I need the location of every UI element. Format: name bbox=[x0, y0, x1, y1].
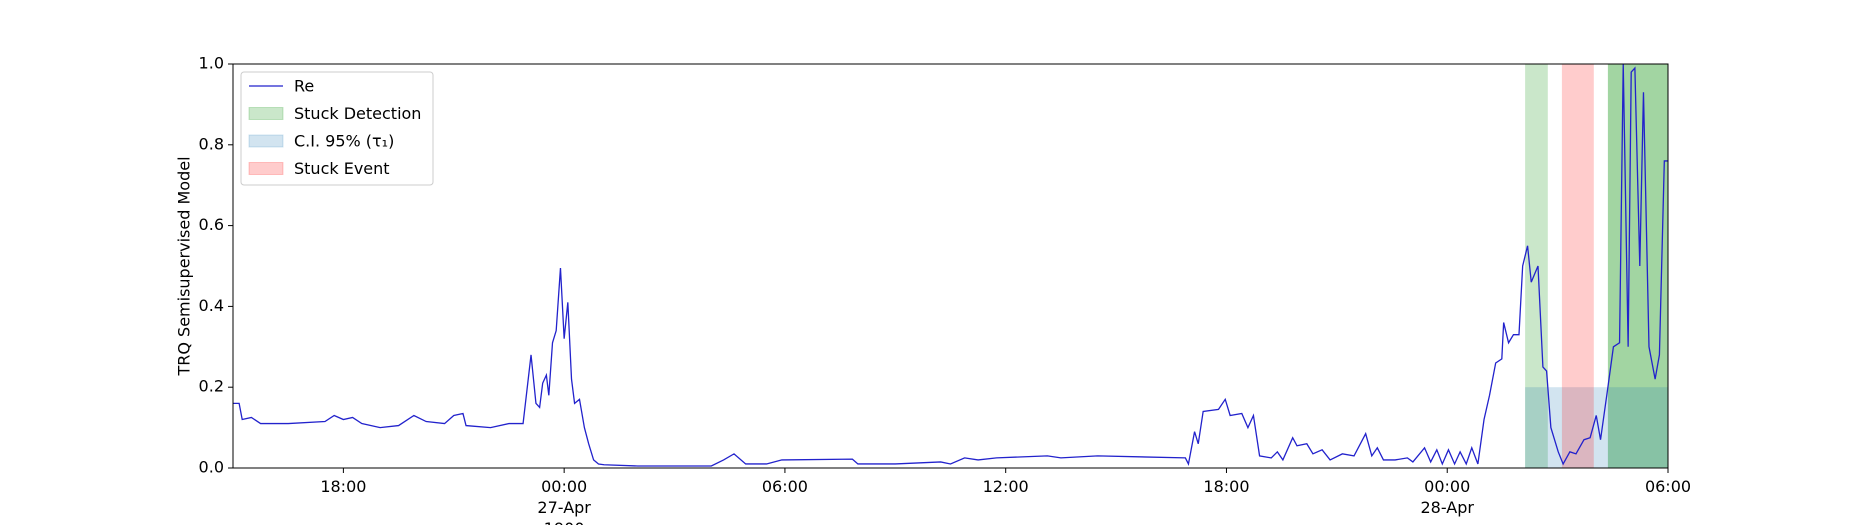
y-tick-label: 0.8 bbox=[199, 134, 224, 153]
legend-patch bbox=[248, 134, 284, 148]
y-axis-label: TRQ Semisupervised Model bbox=[175, 156, 194, 376]
x-tick-label: 00:00 28-Apr bbox=[1420, 477, 1474, 517]
x-tick-label: 00:00 27-Apr 1900 bbox=[537, 477, 591, 525]
legend-patch bbox=[248, 107, 284, 120]
span bbox=[1561, 64, 1594, 468]
legend: Re Stuck Detection C.I. 95% (τ₁) Stuck Even… bbox=[240, 71, 434, 186]
span bbox=[1607, 64, 1668, 468]
span bbox=[1607, 64, 1668, 468]
x-tick-label: 12:00 bbox=[982, 477, 1029, 496]
legend-patch bbox=[248, 162, 284, 175]
legend-label: C.I. 95% (τ₁) bbox=[294, 132, 394, 151]
y-tick-label: 0.0 bbox=[199, 458, 224, 477]
axes-frame bbox=[232, 63, 1669, 469]
y-tick-label: 1.0 bbox=[199, 54, 224, 73]
legend-label: Re bbox=[294, 77, 314, 96]
y-tick-label: 0.4 bbox=[199, 296, 224, 315]
x-tick-label: 06:00 bbox=[761, 477, 808, 496]
span bbox=[1525, 387, 1668, 468]
x-tick-label: 18:00 bbox=[1203, 477, 1250, 496]
legend-box bbox=[240, 71, 434, 186]
legend-label: Stuck Event bbox=[294, 159, 390, 178]
line bbox=[233, 63, 1668, 467]
legend-label: Stuck Detection bbox=[294, 104, 421, 123]
x-tick-label: 06:00 bbox=[1644, 477, 1692, 496]
y-tick-label: 0.2 bbox=[199, 377, 224, 396]
span bbox=[1525, 64, 1548, 468]
y-tick-label: 0.6 bbox=[199, 215, 224, 234]
x-tick-label: 18:00 bbox=[320, 477, 367, 496]
